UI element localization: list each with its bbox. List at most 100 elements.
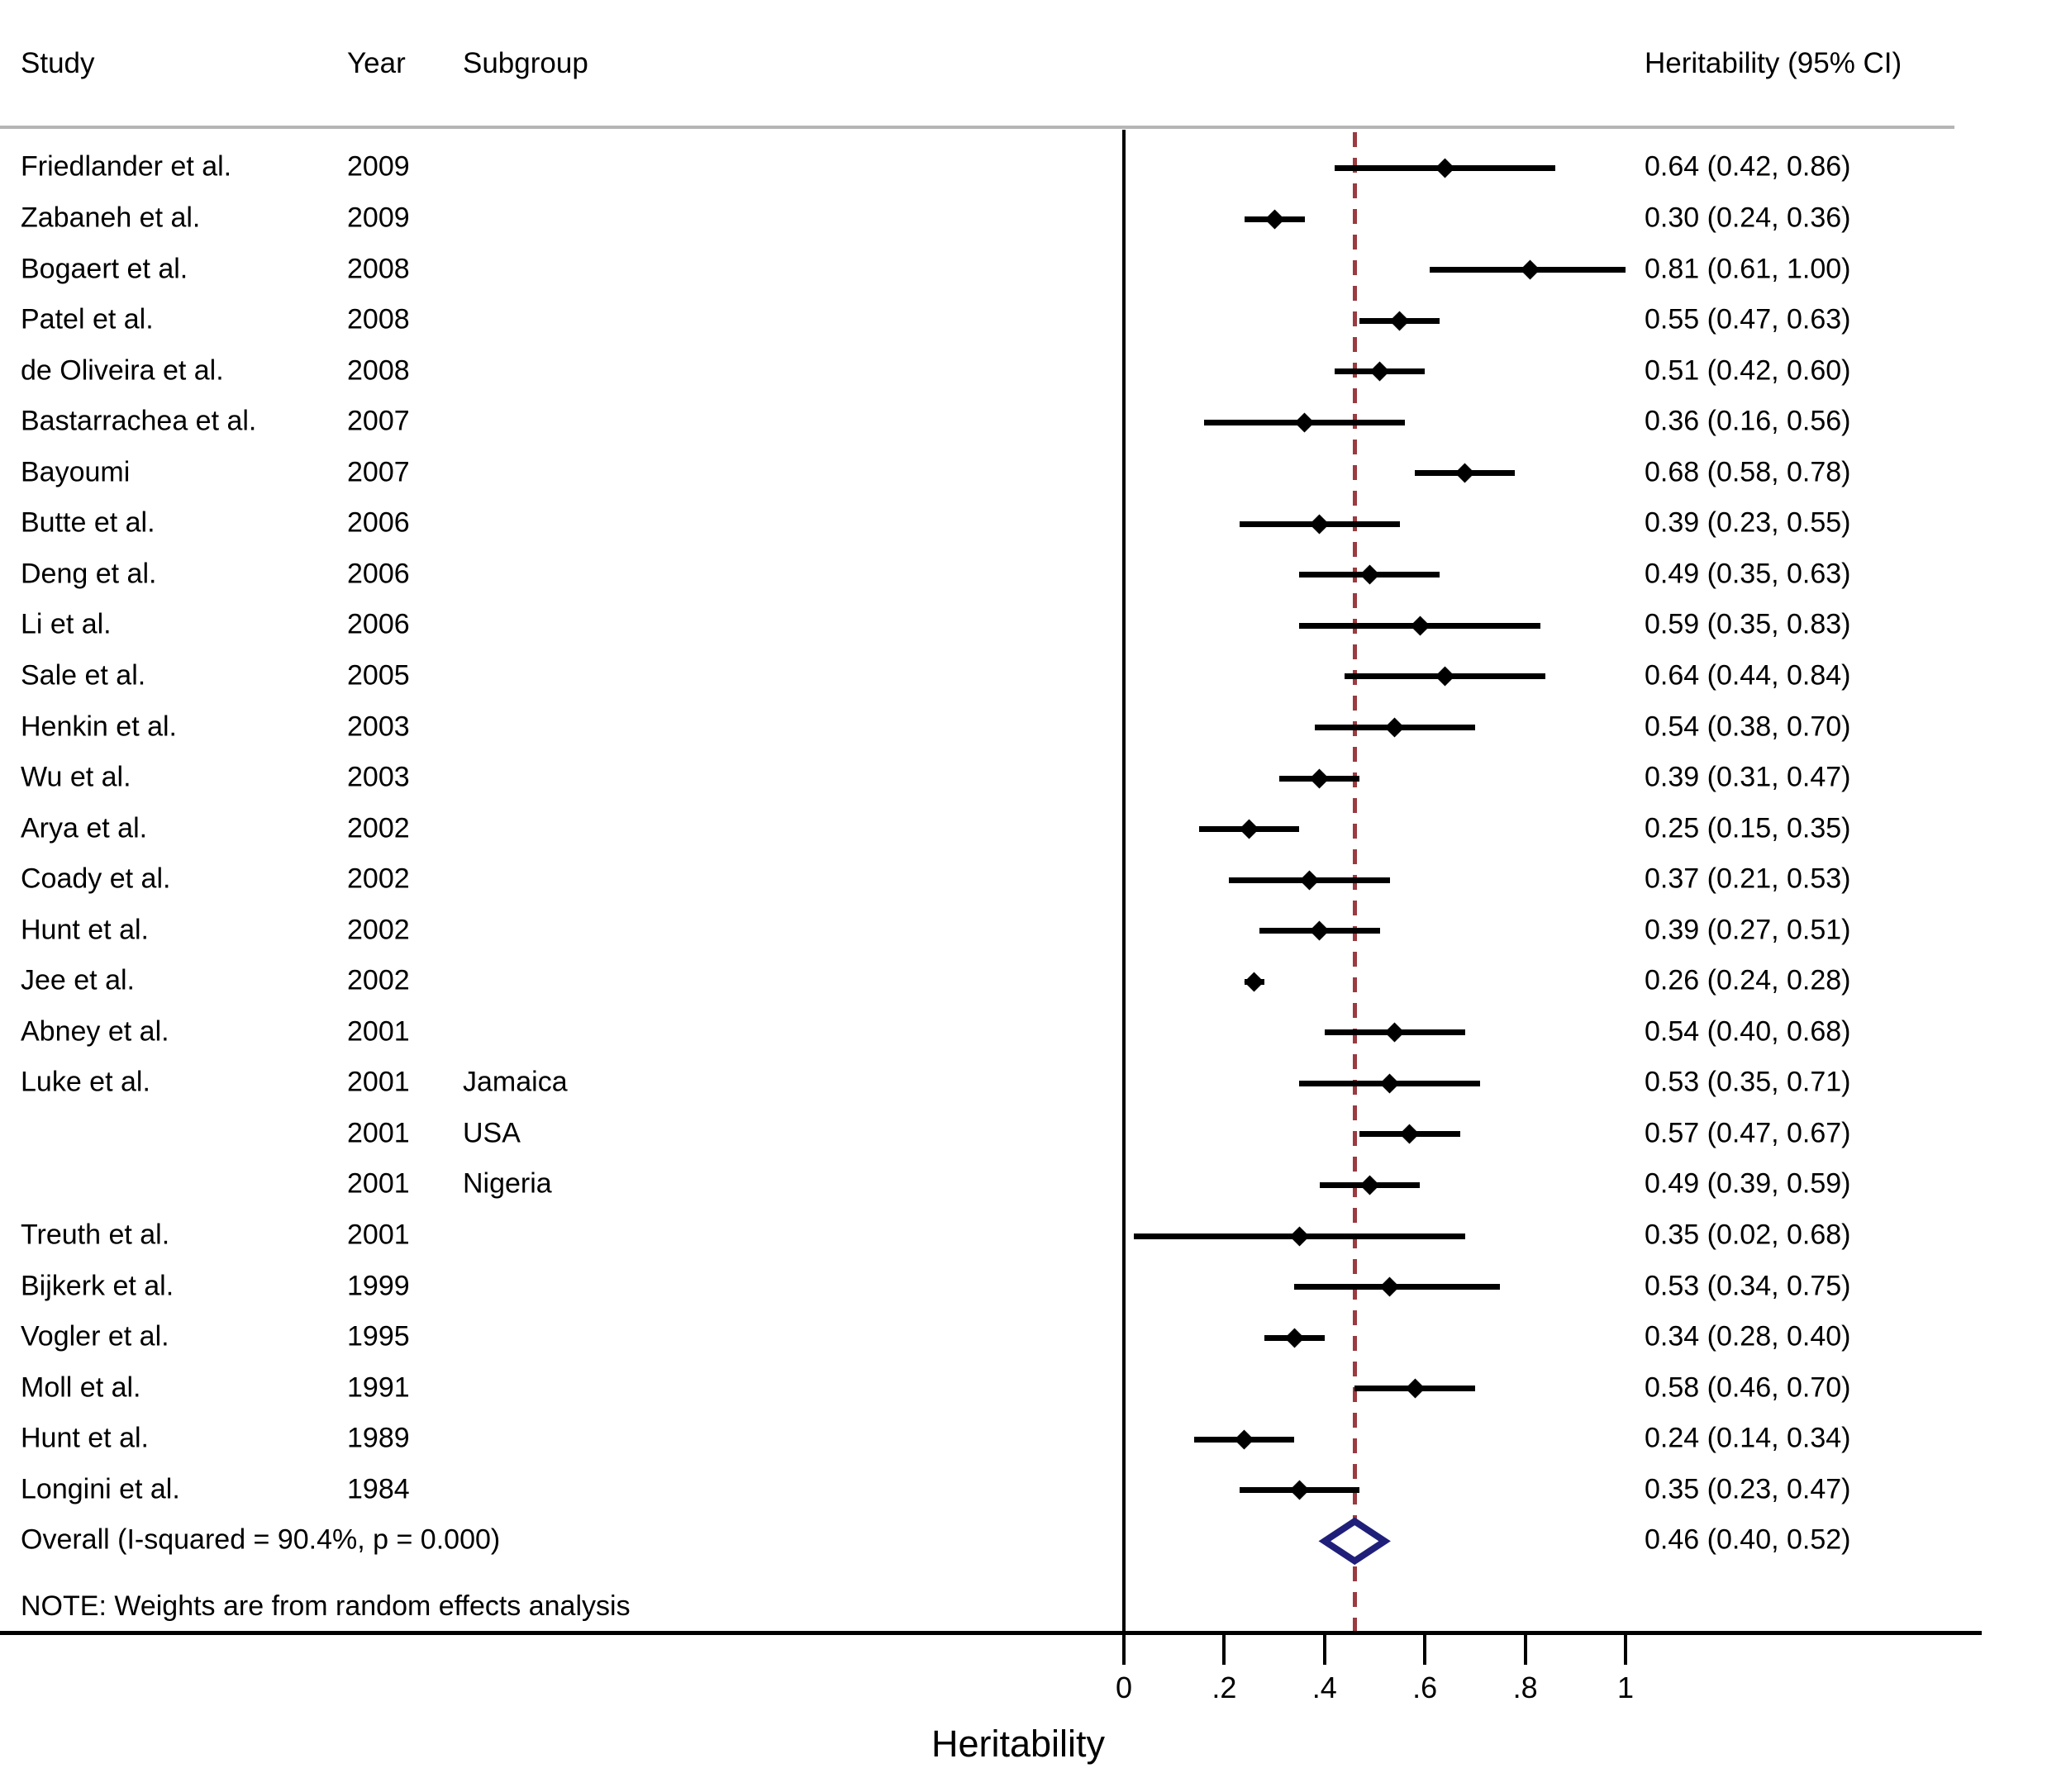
year-label: 2003 — [347, 711, 410, 743]
study-row: Bijkerk et al. 1999 0.53 (0.34, 0.75) — [0, 1262, 2066, 1313]
point-estimate-marker — [1284, 1328, 1305, 1348]
study-label: Henkin et al. — [21, 711, 177, 743]
ci-value-label: 0.35 (0.23, 0.47) — [1645, 1473, 1851, 1505]
overall-row: Overall (I-squared = 90.4%, p = 0.000) 0.… — [0, 1516, 2066, 1567]
study-label: Vogler et al. — [21, 1320, 169, 1352]
study-row: de Oliveira et al. 2008 0.51 (0.42, 0.60) — [0, 346, 2066, 397]
study-label: Wu et al. — [21, 761, 131, 793]
ci-value-label: 0.39 (0.31, 0.47) — [1645, 761, 1851, 793]
x-axis-tick — [1423, 1635, 1427, 1665]
study-row: Bastarrachea et al. 2007 0.36 (0.16, 0.56) — [0, 397, 2066, 448]
year-label: 2001 — [347, 1117, 410, 1149]
year-label: 2001 — [347, 1168, 410, 1200]
study-label: Deng et al. — [21, 558, 157, 590]
point-estimate-marker — [1435, 666, 1455, 687]
zero-axis-line — [1122, 130, 1126, 1665]
x-axis-tick — [1222, 1635, 1226, 1665]
study-row: Bogaert et al. 2008 0.81 (0.61, 1.00) — [0, 245, 2066, 296]
study-label: Hunt et al. — [21, 914, 149, 946]
ci-value-label: 0.54 (0.38, 0.70) — [1645, 711, 1851, 743]
study-row: Hunt et al. 1989 0.24 (0.14, 0.34) — [0, 1414, 2066, 1465]
study-row: 2001 Nigeria 0.49 (0.39, 0.59) — [0, 1160, 2066, 1211]
ci-value-label: 0.24 (0.14, 0.34) — [1645, 1422, 1851, 1454]
subgroup-label: USA — [463, 1117, 521, 1149]
study-row: Sale et al. 2005 0.64 (0.44, 0.84) — [0, 651, 2066, 702]
point-estimate-marker — [1244, 972, 1264, 992]
year-label: 2001 — [347, 1219, 410, 1251]
study-label: Jee et al. — [21, 965, 135, 997]
year-label: 2002 — [347, 863, 410, 895]
study-row: Bayoumi 2007 0.68 (0.58, 0.78) — [0, 448, 2066, 499]
study-row: Vogler et al. 1995 0.34 (0.28, 0.40) — [0, 1312, 2066, 1363]
x-axis-tick-label: 0 — [1115, 1671, 1133, 1704]
study-label: Arya et al. — [21, 812, 148, 844]
ci-value-label: 0.49 (0.39, 0.59) — [1645, 1168, 1851, 1200]
study-row: Zabaneh et al. 2009 0.30 (0.24, 0.36) — [0, 193, 2066, 245]
study-row: Moll et al. 1991 0.58 (0.46, 0.70) — [0, 1363, 2066, 1414]
x-axis-line — [0, 1631, 1982, 1635]
year-label: 2001 — [347, 1015, 410, 1048]
study-label: Treuth et al. — [21, 1219, 170, 1251]
point-estimate-marker — [1234, 1429, 1254, 1450]
year-label: 2008 — [347, 303, 410, 335]
x-axis-tick-label: .2 — [1212, 1671, 1237, 1704]
point-estimate-marker — [1359, 1175, 1380, 1195]
ci-value-label: 0.53 (0.35, 0.71) — [1645, 1067, 1851, 1099]
year-label: 2006 — [347, 507, 410, 540]
point-estimate-marker — [1309, 920, 1330, 941]
point-estimate-marker — [1520, 259, 1540, 280]
ci-value-label: 0.37 (0.21, 0.53) — [1645, 863, 1851, 895]
x-axis-tick — [1624, 1635, 1627, 1665]
study-row: 2001 USA 0.57 (0.47, 0.67) — [0, 1109, 2066, 1160]
study-label: Luke et al. — [21, 1067, 150, 1099]
year-label: 2009 — [347, 202, 410, 234]
study-row: Jee et al. 2002 0.26 (0.24, 0.28) — [0, 957, 2066, 1008]
study-row: Arya et al. 2002 0.25 (0.15, 0.35) — [0, 804, 2066, 855]
year-label: 2001 — [347, 1067, 410, 1099]
x-axis-tick-label: .4 — [1311, 1671, 1337, 1704]
ci-value-label: 0.39 (0.27, 0.51) — [1645, 914, 1851, 946]
overall-label: Overall (I-squared = 90.4%, p = 0.000) — [21, 1524, 501, 1557]
study-label: Bayoumi — [21, 456, 131, 488]
year-label: 2006 — [347, 558, 410, 590]
study-label: Zabaneh et al. — [21, 202, 201, 234]
point-estimate-marker — [1309, 514, 1330, 535]
point-estimate-marker — [1399, 1124, 1421, 1144]
point-estimate-marker — [1384, 717, 1405, 738]
study-label: Patel et al. — [21, 303, 154, 335]
ci-value-label: 0.68 (0.58, 0.78) — [1645, 456, 1851, 488]
point-estimate-marker — [1389, 311, 1410, 331]
year-label: 1984 — [347, 1473, 410, 1505]
year-label: 2006 — [347, 609, 410, 641]
ci-value-label: 0.25 (0.15, 0.35) — [1645, 812, 1851, 844]
study-row: Luke et al. 2001 Jamaica 0.53 (0.35, 0.71) — [0, 1058, 2066, 1110]
ci-value-label: 0.53 (0.34, 0.75) — [1645, 1270, 1851, 1302]
ci-value-label: 0.59 (0.35, 0.83) — [1645, 609, 1851, 641]
ci-value-label: 0.51 (0.42, 0.60) — [1645, 354, 1851, 387]
point-estimate-marker — [1299, 870, 1320, 891]
year-label: 2003 — [347, 761, 410, 793]
point-estimate-marker — [1369, 361, 1390, 382]
study-row: Abney et al. 2001 0.54 (0.40, 0.68) — [0, 1007, 2066, 1058]
study-label: Abney et al. — [21, 1015, 169, 1048]
study-row: Butte et al. 2006 0.39 (0.23, 0.55) — [0, 499, 2066, 550]
overall-ci-label: 0.46 (0.40, 0.52) — [1645, 1524, 1851, 1557]
study-row: Henkin et al. 2003 0.54 (0.38, 0.70) — [0, 702, 2066, 753]
study-row: Treuth et al. 2001 0.35 (0.02, 0.68) — [0, 1210, 2066, 1262]
study-label: Bastarrachea et al. — [21, 405, 257, 437]
point-estimate-marker — [1264, 209, 1285, 230]
subgroup-label: Jamaica — [463, 1067, 568, 1099]
year-label: 2007 — [347, 456, 410, 488]
year-label: 1989 — [347, 1422, 410, 1454]
x-axis-tick-label: .8 — [1512, 1671, 1538, 1704]
header-divider — [0, 126, 1954, 129]
x-axis-title: Heritability — [931, 1723, 1106, 1765]
ci-value-label: 0.36 (0.16, 0.56) — [1645, 405, 1851, 437]
ci-value-label: 0.64 (0.42, 0.86) — [1645, 151, 1851, 183]
x-axis-tick-label: .6 — [1412, 1671, 1438, 1704]
year-label: 1995 — [347, 1320, 410, 1352]
ci-value-label: 0.81 (0.61, 1.00) — [1645, 253, 1851, 285]
ci-value-label: 0.64 (0.44, 0.84) — [1645, 659, 1851, 692]
point-estimate-marker — [1309, 768, 1330, 789]
point-estimate-marker — [1379, 1073, 1400, 1094]
